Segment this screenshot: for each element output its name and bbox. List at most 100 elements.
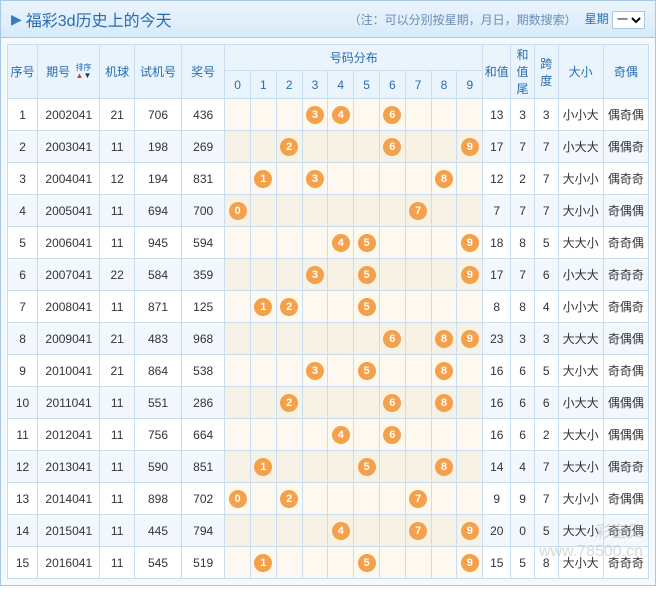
header-dist-group: 号码分布: [225, 45, 483, 71]
cell-oe: 奇偶奇: [603, 291, 648, 323]
header-prize[interactable]: 奖号: [182, 45, 225, 99]
cell-oe: 奇偶偶: [603, 323, 648, 355]
panel-title: 福彩3d历史上的今天: [26, 7, 172, 31]
cell-oe: 偶奇奇: [603, 163, 648, 195]
cell-dist-1: [250, 227, 276, 259]
ball-icon: 3: [306, 170, 324, 188]
cell-dist-9: [457, 483, 483, 515]
cell-prize: 436: [182, 99, 225, 131]
cell-dist-5: [354, 323, 380, 355]
cell-dist-7: [405, 355, 431, 387]
cell-dist-2: [276, 195, 302, 227]
cell-trial: 898: [134, 483, 181, 515]
cell-dist-7: [405, 227, 431, 259]
cell-tail: 3: [511, 323, 535, 355]
table-row: 102011041115512862681666小大大偶偶偶: [8, 387, 649, 419]
cell-tail: 7: [511, 131, 535, 163]
cell-dist-5: [354, 419, 380, 451]
ball-icon: 8: [435, 330, 453, 348]
cell-issue: 2014041: [38, 483, 100, 515]
cell-seq: 5: [8, 227, 38, 259]
header-oe[interactable]: 奇偶: [603, 45, 648, 99]
ball-icon: 6: [383, 330, 401, 348]
cell-mball: 11: [100, 515, 134, 547]
header-mball[interactable]: 机球: [100, 45, 134, 99]
cell-span: 6: [534, 387, 558, 419]
cell-seq: 4: [8, 195, 38, 227]
header-trial[interactable]: 试机号: [134, 45, 181, 99]
cell-trial: 871: [134, 291, 181, 323]
cell-oe: 奇奇偶: [603, 227, 648, 259]
cell-dist-1: [250, 131, 276, 163]
ball-icon: 0: [229, 490, 247, 508]
cell-sum: 18: [483, 227, 511, 259]
cell-dist-5: [354, 387, 380, 419]
header-dist-1: 1: [250, 71, 276, 99]
history-panel: ▶ 福彩3d历史上的今天 （注：可以分别按星期，月日，期数搜索） 星期 一 序号…: [0, 0, 656, 586]
ball-icon: 9: [461, 554, 479, 572]
header-tail[interactable]: 和值尾: [511, 45, 535, 99]
cell-dist-2: [276, 227, 302, 259]
header-size[interactable]: 大小: [558, 45, 603, 99]
title-bar: ▶ 福彩3d历史上的今天 （注：可以分别按星期，月日，期数搜索） 星期 一: [1, 1, 655, 38]
cell-issue: 2006041: [38, 227, 100, 259]
cell-seq: 6: [8, 259, 38, 291]
ball-icon: 7: [409, 522, 427, 540]
cell-dist-5: [354, 195, 380, 227]
ball-icon: 2: [280, 394, 298, 412]
header-seq[interactable]: 序号: [8, 45, 38, 99]
ball-icon: 3: [306, 106, 324, 124]
cell-size: 小大大: [558, 131, 603, 163]
cell-trial: 445: [134, 515, 181, 547]
cell-dist-5: 5: [354, 355, 380, 387]
table-row: 122013041115908511581447大大小偶奇奇: [8, 451, 649, 483]
chevron-right-icon: ▶: [11, 11, 22, 28]
ball-icon: 2: [280, 298, 298, 316]
cell-trial: 945: [134, 227, 181, 259]
weekday-select[interactable]: 一: [612, 11, 645, 29]
cell-mball: 11: [100, 195, 134, 227]
header-sum[interactable]: 和值: [483, 45, 511, 99]
cell-dist-8: [431, 99, 457, 131]
cell-dist-0: [225, 131, 251, 163]
cell-dist-3: [302, 387, 328, 419]
cell-prize: 269: [182, 131, 225, 163]
cell-dist-8: [431, 259, 457, 291]
cell-dist-3: [302, 451, 328, 483]
cell-dist-0: [225, 291, 251, 323]
table-head: 序号 期号 排序▲▼ 机球 试机号 奖号 号码分布 和值 和值尾 跨度 大小 奇…: [8, 45, 649, 99]
ball-icon: 7: [409, 490, 427, 508]
cell-mball: 21: [100, 99, 134, 131]
weekday-filter: 星期 一: [585, 10, 645, 29]
cell-issue: 2011041: [38, 387, 100, 419]
cell-sum: 17: [483, 131, 511, 163]
header-dist-5: 5: [354, 71, 380, 99]
cell-dist-8: [431, 515, 457, 547]
cell-dist-0: [225, 451, 251, 483]
cell-dist-0: [225, 259, 251, 291]
cell-tail: 7: [511, 259, 535, 291]
cell-dist-2: [276, 99, 302, 131]
header-issue[interactable]: 期号 排序▲▼: [38, 45, 100, 99]
cell-dist-6: [379, 547, 405, 579]
cell-dist-8: 8: [431, 323, 457, 355]
cell-seq: 14: [8, 515, 38, 547]
cell-seq: 1: [8, 99, 38, 131]
table-row: 152016041115455191591558大小大奇奇奇: [8, 547, 649, 579]
table-row: 12002041217064363461333小小大偶奇偶: [8, 99, 649, 131]
cell-dist-2: [276, 259, 302, 291]
cell-dist-0: [225, 547, 251, 579]
cell-dist-1: 1: [250, 163, 276, 195]
cell-dist-2: 2: [276, 131, 302, 163]
cell-seq: 10: [8, 387, 38, 419]
sort-icon[interactable]: 排序▲▼: [75, 64, 91, 80]
table-wrap: 序号 期号 排序▲▼ 机球 试机号 奖号 号码分布 和值 和值尾 跨度 大小 奇…: [1, 38, 655, 585]
cell-issue: 2005041: [38, 195, 100, 227]
cell-sum: 15: [483, 547, 511, 579]
cell-dist-8: [431, 483, 457, 515]
ball-icon: 9: [461, 234, 479, 252]
cell-dist-4: [328, 483, 354, 515]
header-dist-7: 7: [405, 71, 431, 99]
cell-dist-4: [328, 195, 354, 227]
header-span[interactable]: 跨度: [534, 45, 558, 99]
